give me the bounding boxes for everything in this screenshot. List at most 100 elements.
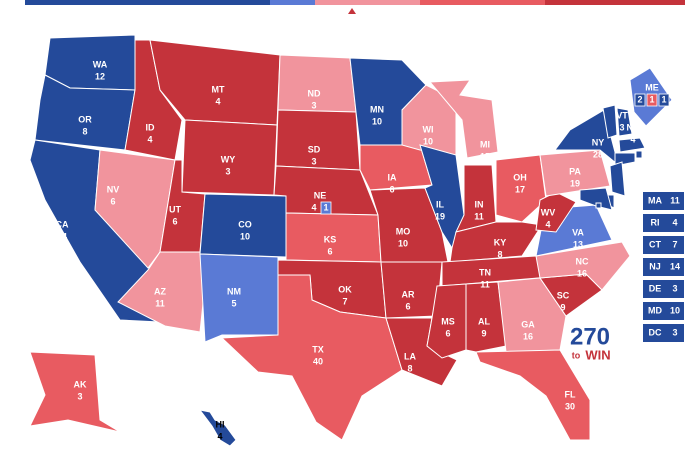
state-shape <box>419 144 465 250</box>
state-votes: 19 <box>435 211 445 221</box>
state-votes: 4 <box>672 217 677 227</box>
state-votes: 3 <box>672 283 677 293</box>
state-shape <box>277 54 357 113</box>
state-votes: 4 <box>311 202 316 212</box>
state-votes: 6 <box>172 216 177 226</box>
state-votes: 19 <box>570 178 580 188</box>
state-abbr: OH <box>513 172 527 182</box>
state-votes: 30 <box>565 401 575 411</box>
split-box <box>320 201 332 215</box>
state-abbr: UT <box>169 204 181 214</box>
bar-segment <box>25 0 270 5</box>
state-votes: 6 <box>405 301 410 311</box>
state-votes: 4 <box>545 219 550 229</box>
state-votes: 3 <box>311 156 316 166</box>
state-shape <box>618 137 646 153</box>
state-votes: 15 <box>480 151 490 161</box>
state-abbr: CO <box>238 219 252 229</box>
state-votes: 1 <box>323 202 328 212</box>
state-votes: 11 <box>474 211 484 221</box>
state-votes: 10 <box>423 136 433 146</box>
state-abbr: ND <box>308 88 321 98</box>
state-votes: 14 <box>670 261 680 271</box>
state-votes: 6 <box>389 184 394 194</box>
state-abbr: NC <box>576 256 589 266</box>
logo-small: to <box>572 350 581 360</box>
state-votes: 1 <box>649 94 654 104</box>
state-votes: 4 <box>217 431 222 441</box>
state-votes: 54 <box>57 231 67 241</box>
state-shape <box>602 104 618 139</box>
state-abbr: OR <box>78 114 92 124</box>
state-shape <box>475 349 591 441</box>
split-box <box>634 93 646 107</box>
state-shape <box>465 281 507 353</box>
midpoint-marker <box>348 8 356 14</box>
state-shape <box>220 274 403 441</box>
state-abbr: TX <box>312 344 324 354</box>
state-box <box>643 302 684 320</box>
state-abbr: WY <box>221 154 236 164</box>
state-abbr: NY <box>592 137 605 147</box>
state-votes: 6 <box>327 246 332 256</box>
state-votes: 9 <box>481 328 486 338</box>
state-votes: 2 <box>637 94 642 104</box>
state-shape <box>495 154 547 223</box>
state-votes: 4 <box>215 96 220 106</box>
state-votes: 10 <box>240 231 250 241</box>
state-votes: 10 <box>670 305 680 315</box>
state-votes: 11 <box>155 298 165 308</box>
state-abbr: MT <box>212 84 225 94</box>
state-votes: 13 <box>573 239 583 249</box>
state-abbr: WI <box>423 124 434 134</box>
state-abbr: RI <box>651 217 660 227</box>
state-votes: 3 <box>77 391 82 401</box>
state-abbr: MO <box>396 226 411 236</box>
state-votes: 40 <box>313 356 323 366</box>
state-abbr: IA <box>388 172 398 182</box>
state-votes: 5 <box>231 298 236 308</box>
bar-segment <box>420 0 545 5</box>
state-abbr: IL <box>436 199 445 209</box>
state-labels: WA12OR8CA54ID4NV6MT4WY3UT6AZ11CO10NM5ND3… <box>56 59 670 441</box>
state-abbr: VT <box>616 110 628 120</box>
state-votes: 17 <box>515 184 525 194</box>
state-abbr: SC <box>557 290 570 300</box>
state-abbr: SD <box>308 144 321 154</box>
state-abbr: LA <box>404 351 416 361</box>
state-abbr: WA <box>93 59 108 69</box>
logo-word: WIN <box>585 347 610 362</box>
state-votes: 6 <box>110 196 115 206</box>
state-abbr: IN <box>475 199 484 209</box>
logo-number: 270 <box>570 323 610 350</box>
state-abbr: WV <box>541 207 556 217</box>
state-abbr: NM <box>227 286 241 296</box>
state-abbr: HI <box>216 419 225 429</box>
state-abbr: OK <box>338 284 352 294</box>
state-shape <box>199 253 279 343</box>
state-abbr: AZ <box>154 286 166 296</box>
state-abbr: ME <box>645 82 659 92</box>
state-votes: 8 <box>497 249 502 259</box>
state-abbr: PA <box>569 166 581 176</box>
state-abbr: AR <box>402 289 415 299</box>
state-shape <box>616 107 633 137</box>
state-votes: 28 <box>593 149 603 159</box>
state-votes: 16 <box>577 268 587 278</box>
state-shape <box>497 277 567 353</box>
state-votes: 3 <box>311 100 316 110</box>
state-box <box>643 214 684 232</box>
state-shape <box>449 221 543 263</box>
state-abbr: MN <box>370 104 384 114</box>
bar-segment <box>315 0 420 5</box>
state-shape <box>539 149 611 197</box>
state-abbr: TN <box>479 267 491 277</box>
state-abbr: KY <box>494 237 507 247</box>
state-shape <box>94 149 176 269</box>
state-box <box>643 324 684 342</box>
bar-segment <box>270 0 315 5</box>
state-abbr: NH <box>627 122 640 132</box>
state-shape <box>635 150 643 159</box>
